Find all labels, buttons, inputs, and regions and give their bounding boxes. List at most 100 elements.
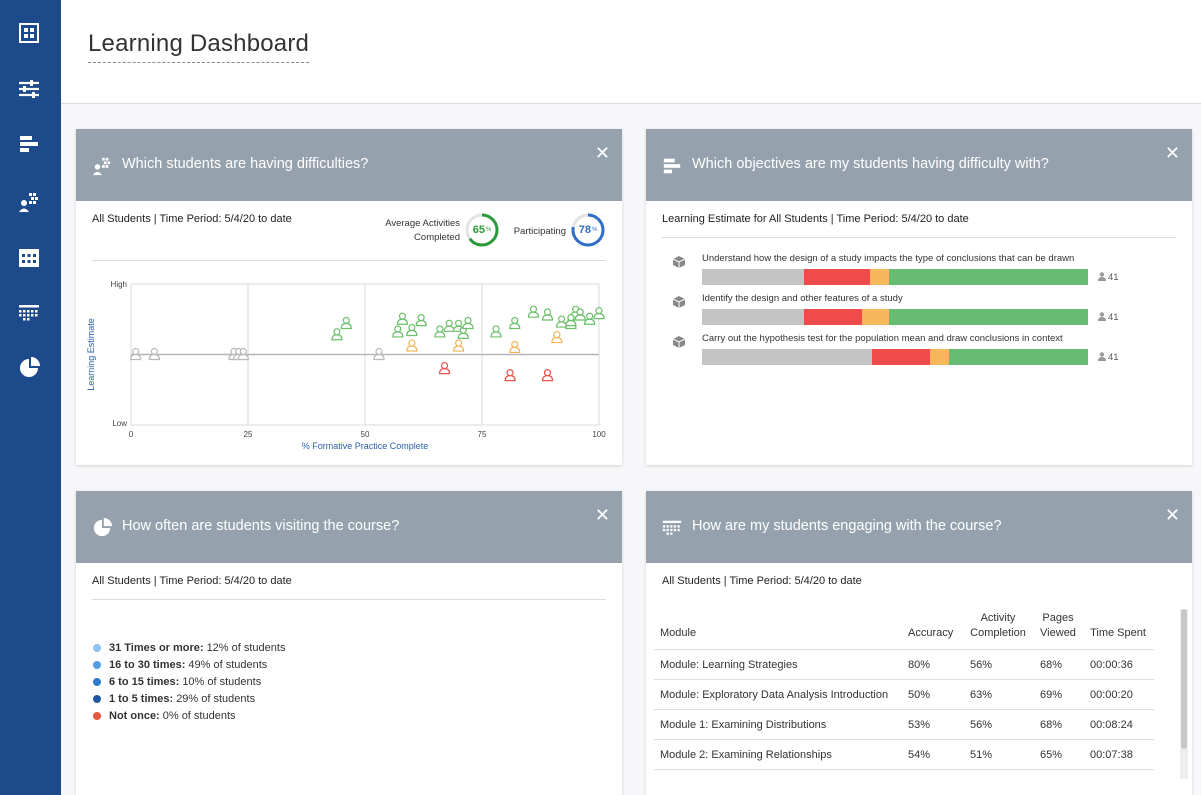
percent-sign: % [591,227,598,233]
student-point[interactable] [415,314,427,327]
student-point[interactable] [504,369,516,382]
cube-icon [672,295,686,309]
student-point[interactable] [406,339,418,352]
column-header[interactable]: Time Spent [1084,611,1154,650]
table-row[interactable]: Module 1: Examining Distributions 53% 56% 6… [654,709,1154,740]
bar-segment [949,349,1088,365]
student-point[interactable] [373,347,385,361]
ring-progress [571,213,605,247]
table-cell: Module 2: Examining Relationships [654,739,902,770]
sliders-icon[interactable] [14,74,44,104]
table-header-row: Module Accuracy Activity Completion Pages V… [654,611,1154,650]
scrollbar-thumb[interactable] [1181,609,1187,749]
avg-activities-ring: 65% [464,212,500,248]
student-point[interactable] [434,325,446,338]
table-row[interactable]: Module: Learning Strategies 80% 56% 68% 00:0… [654,649,1154,680]
legend-key: Not once: [109,709,160,722]
student-point[interactable] [490,325,502,338]
student-point[interactable] [331,328,343,341]
table-cell: 56% [964,709,1034,740]
students-icon [92,157,111,176]
column-header[interactable]: Accuracy [902,611,964,650]
student-point[interactable] [130,347,142,361]
column-header[interactable]: Pages Viewed [1034,611,1084,650]
avg-activities-label: Average Activities Completed [385,218,460,243]
legend-swatch [93,711,101,720]
student-point[interactable] [593,307,605,320]
participating-value: 78 [578,224,591,236]
table-row[interactable]: Module 2: Examining Relationships 54% 51% 6… [654,739,1154,770]
pie-chart-icon[interactable] [14,353,44,383]
students-icon[interactable] [14,187,44,217]
objective-bar[interactable] [702,349,1088,365]
sidebar [0,0,61,795]
table-scrollbar[interactable] [1180,609,1188,779]
legend-key: 6 to 15 times: [109,675,180,688]
table-cell: 00:00:20 [1084,679,1154,710]
student-point[interactable] [509,340,521,354]
card-subtitle: All Students | Time Period: 5/4/20 to da… [92,575,292,587]
bars-icon[interactable] [14,129,44,159]
student-point[interactable] [237,347,249,361]
calendar-icon[interactable] [14,243,44,273]
student-point[interactable] [340,316,352,330]
student-point[interactable] [396,312,409,325]
table-cell: 68% [1034,649,1084,680]
student-point[interactable] [541,308,554,321]
count-value: 41 [1108,272,1119,283]
table-cell: 68% [1034,709,1084,740]
cube-icon [672,335,686,349]
table-cell: 69% [1034,679,1084,710]
student-point[interactable] [443,319,455,332]
column-header[interactable]: Activity Completion [964,611,1034,650]
card-header: Which students are having difficulties? … [76,129,622,201]
column-header[interactable]: Module [654,611,902,650]
table-icon[interactable] [14,298,44,328]
avg-activities-value: 65 [472,224,485,236]
objective-bar[interactable] [702,269,1088,285]
student-point[interactable] [438,362,451,375]
page-title[interactable]: Learning Dashboard [88,30,310,63]
student-point[interactable] [452,339,465,352]
legend-swatch [93,643,101,652]
close-icon[interactable]: ✕ [1164,505,1180,525]
close-icon[interactable]: ✕ [1164,143,1180,163]
student-point[interactable] [551,330,563,344]
card-title: Which students are having difficulties? [122,156,369,172]
close-icon[interactable]: ✕ [594,505,610,525]
student-point[interactable] [584,312,596,325]
participating-label: Participating [513,226,566,237]
visits-legend: 31 Times or more: 12% of students 16 to 30… [93,639,285,724]
student-point[interactable] [555,315,568,328]
percent-sign: % [485,227,492,233]
student-point[interactable] [462,316,474,330]
x-axis-label: % Formative Practice Complete [302,441,429,451]
card-title: How often are students visiting the cour… [122,518,400,534]
bar-segment [702,309,805,325]
scatter-chart: 0 25 50 75 100 High Low % Formative Practice Co… [86,280,606,451]
objective-bar[interactable] [702,309,1088,325]
card-subtitle: All Students | Time Period: 5/4/20 to da… [92,213,292,225]
bar-segment [702,349,872,365]
table-cell: 50% [902,679,964,710]
student-point[interactable] [565,314,577,327]
x-tick-label: 75 [478,430,487,439]
card-header: How are my students engaging with the co… [646,491,1192,563]
ring-progress [465,213,499,247]
student-point[interactable] [148,347,161,361]
bar-segment [869,269,890,285]
student-point[interactable] [509,316,521,330]
grid-icon[interactable] [14,18,44,48]
student-point[interactable] [392,325,404,338]
engagement-table: Module Accuracy Activity Completion Pages V… [654,611,1154,770]
student-point[interactable] [541,369,554,382]
close-icon[interactable]: ✕ [594,143,610,163]
bar-segment [929,349,950,365]
table-row[interactable]: Module: Exploratory Data Analysis Introd… [654,679,1154,710]
student-point[interactable] [527,305,540,318]
legend-key: 1 to 5 times: [109,692,174,705]
student-point[interactable] [406,323,418,337]
legend-text: 10% of students [182,675,262,688]
bar-segment [862,309,890,325]
student-point[interactable] [574,308,586,321]
